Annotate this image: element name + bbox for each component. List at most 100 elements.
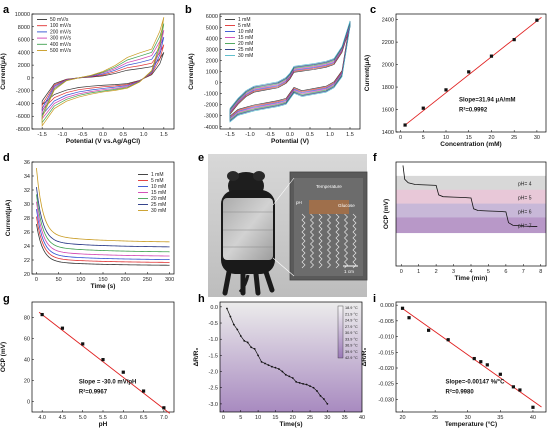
- x-tick-label: 40: [530, 415, 536, 421]
- legend-label: 25 mM: [238, 47, 253, 53]
- amperometric-curve: [36, 208, 170, 260]
- y-tick-label: -2.5: [209, 386, 218, 392]
- data-point: [253, 348, 256, 350]
- x-tick-label: 0.5: [119, 132, 127, 138]
- x-tick-label: 30: [534, 135, 540, 141]
- legend-label: 10 mM: [238, 29, 253, 35]
- x-tick-label: 20: [399, 415, 405, 421]
- x-tick-label: -0.5: [78, 132, 87, 138]
- x-axis-title: Potential (V): [271, 138, 309, 145]
- cv-curve: [229, 20, 351, 123]
- panel-label-b: b: [185, 4, 192, 16]
- x-tick-label: 1.0: [326, 132, 334, 138]
- y-axis-title: Current(μA): [364, 55, 371, 91]
- x-tick-label: 1.5: [160, 132, 168, 138]
- y-tick-label: 2200: [382, 40, 394, 46]
- legend-label: 500 mV/s: [50, 48, 72, 54]
- x-tick-label: 10: [255, 415, 261, 421]
- data-point: [229, 315, 232, 318]
- fit-annotation-r2: R²=0.9992: [459, 106, 488, 113]
- ph-band: [396, 175, 546, 192]
- colorbar-label: 36.9 °C: [345, 344, 358, 348]
- x-tick-label: 0: [399, 135, 402, 141]
- fit-annotation-r2: R²=0.9980: [446, 388, 475, 395]
- chart-d: 0 50 100 150 200 250 300 36 34 32 30 28 26 24 22 20 Time…: [5, 160, 175, 290]
- y-axis-title: OCP (mV): [383, 199, 390, 229]
- x-tick-label: 0.0: [99, 132, 107, 138]
- legend-label: 10 mM: [151, 184, 166, 190]
- y-tick-label: 5000: [206, 25, 218, 31]
- x-tick-label: 300: [165, 277, 174, 283]
- legend-label: 20 mM: [238, 41, 253, 47]
- data-point: [284, 373, 287, 376]
- colorbar-label: 42.9 °C: [345, 356, 358, 360]
- x-tick-label: 5.5: [99, 415, 107, 421]
- panel-label-f: f: [373, 152, 377, 164]
- fit-annotation-r2: R²=0.9967: [79, 388, 108, 395]
- y-tick-label: 20: [24, 272, 30, 278]
- ph-band-label: pH= 5: [518, 196, 532, 202]
- legend-label: 300 mV/s: [50, 36, 72, 42]
- data-point: [305, 383, 308, 386]
- data-point: [239, 335, 242, 337]
- y-tick-label: -0.015: [378, 350, 394, 356]
- data-point: [81, 342, 85, 346]
- x-tick-label: 5: [239, 415, 242, 421]
- x-tick-label: 4: [469, 269, 472, 275]
- y-axis-title: ΔR/R₀: [193, 348, 200, 367]
- x-tick-label: 15: [272, 415, 278, 421]
- legend-label: 20 mM: [151, 196, 166, 202]
- x-tick-label: 1.5: [346, 132, 354, 138]
- electrode-trace: [352, 213, 357, 269]
- data-point: [467, 70, 471, 74]
- y-tick-label: 0: [215, 81, 218, 87]
- ph-band-label: pH= 4: [518, 182, 532, 188]
- data-point: [162, 406, 166, 410]
- legend-label: 50 mV/s: [50, 17, 69, 23]
- y-tick-label: 1000: [206, 70, 218, 76]
- y-tick-label: 1800: [382, 85, 394, 91]
- data-point: [316, 390, 318, 392]
- y-tick-label: -2000: [204, 103, 218, 109]
- colorbar-label: 24.9 °C: [345, 319, 358, 323]
- data-point: [512, 38, 516, 42]
- x-axis-title: Time (s): [91, 283, 116, 290]
- data-point: [295, 381, 298, 383]
- data-point: [403, 123, 407, 127]
- panel-label-d: d: [3, 152, 10, 164]
- colorbar-label: 33.9 °C: [345, 337, 358, 341]
- x-tick-label: 0.0: [286, 132, 294, 138]
- x-tick-label: 7.0: [160, 415, 168, 421]
- legend-label: 30 mM: [238, 53, 253, 59]
- panel-label-c: c: [370, 4, 376, 16]
- fit-annotation-slope: Slope = -30.0 mV/pH: [79, 379, 137, 385]
- fit-annotation-slope: Slope=31.94 μA/mM: [459, 97, 516, 103]
- data-point: [60, 326, 65, 330]
- data-point: [121, 370, 125, 374]
- chart-f: 0 1 2 3 4 5 6 7 8 Time (min) OCP (mV) pH= 4 pH= 5 pH=…: [383, 161, 547, 282]
- x-tick-label: 1: [417, 269, 420, 275]
- y-tick-label: -2.0: [209, 370, 218, 376]
- data-point: [281, 370, 284, 373]
- x-axis-title: pH: [99, 421, 108, 428]
- x-tick-label: 50: [56, 277, 62, 283]
- chart-panels: -1.5 -1.0 -0.5 0.0 0.5 1.0 1.51000080006000400…: [0, 12, 547, 428]
- legend-label: 5 mM: [238, 23, 251, 29]
- y-axis-title: ΔR/R₀: [361, 348, 368, 367]
- y-tick-label: -0.030: [378, 397, 394, 403]
- legend-label: 5 mM: [151, 178, 164, 184]
- data-point: [246, 341, 249, 344]
- data-point: [302, 382, 305, 385]
- x-axis-title: Time (min): [455, 275, 488, 282]
- data-point: [446, 338, 450, 342]
- y-tick-label: 2000: [382, 63, 394, 69]
- legend-label: 15 mM: [238, 35, 253, 41]
- panel-label-a: a: [3, 4, 10, 16]
- data-point: [264, 362, 266, 365]
- data-point: [323, 398, 325, 400]
- x-axis-title: Time(s): [280, 421, 303, 428]
- data-point: [288, 375, 291, 378]
- y-tick-label: -3.0: [209, 402, 218, 408]
- ph-band: [396, 203, 546, 220]
- data-point: [511, 385, 515, 389]
